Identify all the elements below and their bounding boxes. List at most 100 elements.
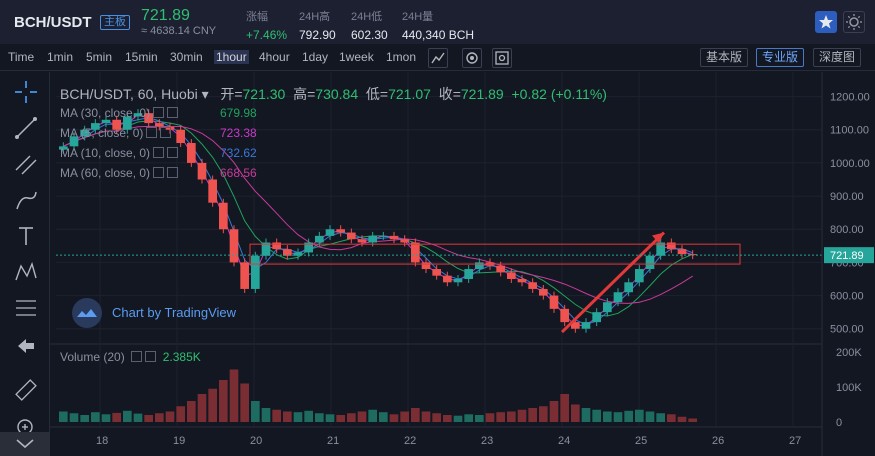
volume-bar [251,401,260,422]
volume-bar [176,406,185,422]
sun-icon [846,14,862,30]
volume-bar [688,418,697,422]
volume-bar [581,408,591,422]
time-tick-label: 23 [481,435,493,447]
interval-1week[interactable]: 1week [339,50,374,64]
candle [219,202,228,230]
volume-bar [272,409,281,422]
candle [389,235,399,240]
ma-60-legend[interactable]: MA (60, close, 0) 668.56 [60,166,257,180]
volume-bar [69,413,79,422]
interval-15min[interactable]: 15min [125,50,158,64]
interval-5min[interactable]: 5min [86,50,113,64]
interval-30min[interactable]: 30min [170,50,203,64]
candle [475,262,484,270]
chart-style-button[interactable] [428,48,448,68]
candle [379,235,388,237]
tradingview-watermark[interactable]: Chart by TradingView [112,305,237,320]
volume-legend[interactable]: Volume (20) 2.385K [60,350,201,364]
time-tick-label: 20 [250,435,262,447]
volume-bar [133,413,143,422]
volume-tick-label: 0 [836,417,842,429]
chevron-down-icon [16,439,34,449]
volume-bar [357,411,367,422]
crosshair-tool[interactable] [12,78,40,106]
interval-4hour[interactable]: 4hour [259,50,290,64]
candle [432,269,441,276]
ruler-tool[interactable] [12,376,40,404]
settings-button[interactable] [462,48,482,68]
chart-canvas[interactable]: 1200.001100.001000.00900.00800.00700.006… [50,72,875,456]
depth-chart-button[interactable]: 深度图 [813,48,862,67]
candle [197,162,207,180]
volume-bar [197,394,207,422]
gear-icon [466,52,478,64]
pair-name: BCH/USDT [14,14,92,31]
channel-tool[interactable] [12,150,40,178]
volume-bar [528,408,537,422]
volume-bar [400,411,409,422]
interval-1min[interactable]: 1min [47,50,74,64]
candle [283,249,292,256]
time-tick-label: 19 [173,435,185,447]
pro-version-button[interactable]: 专业版 [756,48,805,67]
candle [507,272,516,279]
brush-tool[interactable] [12,186,40,214]
interval-1mon[interactable]: 1mon [386,50,417,64]
ma-5-legend[interactable]: MA (5, close, 0) 723.38 [60,126,257,140]
price-axis-bg [822,72,875,456]
star-icon [819,15,833,29]
volume-bar [645,411,655,422]
candle [165,126,175,130]
price-tick-label: 800.00 [830,224,864,236]
candle [251,255,260,289]
volume-bar [283,411,292,422]
candle [613,292,623,303]
price-chart[interactable]: 1200.00 1100.00 1000.00 900.00 800.00 700.00 6… [50,72,875,456]
tradingview-logo-icon [72,298,102,328]
volume-bar [464,414,473,422]
last-price: 721.89 [141,7,190,24]
collapse-toolbar-button[interactable] [0,432,50,456]
theme-toggle-button[interactable] [843,11,865,33]
symbol-label[interactable]: BCH/USDT, 60, Huobi [60,86,198,102]
text-tool[interactable] [12,222,40,250]
back-tool[interactable] [12,332,40,360]
volume-bar [219,380,228,422]
favorite-star-button[interactable] [815,11,837,33]
candle [496,265,505,273]
time-tick-label: 26 [712,435,724,447]
volume-bar [656,413,665,422]
ma-10-legend[interactable]: MA (10, close, 0) 732.62 [60,146,257,160]
fib-tool[interactable] [12,294,40,322]
candle [347,232,356,240]
pattern-icon [15,261,37,281]
candles [59,109,697,333]
candle [560,308,569,323]
interval-1hour[interactable]: 1hour [214,50,249,64]
basic-version-button[interactable]: 基本版 [700,48,749,67]
volume-bars [59,369,697,422]
ma-30-legend[interactable]: MA (30, close, 0) 679.98 [60,106,257,120]
time-tick-label: 24 [558,435,570,447]
annotations [56,231,822,334]
volume-bar [155,413,164,422]
volume-bar [571,404,580,422]
pattern-tool[interactable] [12,258,40,286]
volume-bar [677,416,687,422]
chart-grid [50,72,875,428]
volume-bar [91,412,100,422]
interval-1day[interactable]: 1day [302,50,329,64]
fib-icon [16,300,36,316]
interval-time[interactable]: Time [8,50,35,64]
board-badge[interactable]: 主板 [100,15,130,30]
candle [80,129,89,137]
volume-bar [549,401,559,422]
candle [123,116,132,130]
candle [133,113,143,117]
volume-bar [261,408,271,422]
screenshot-button[interactable] [492,48,512,68]
candle [592,312,601,323]
candle [176,129,185,144]
trendline-tool[interactable] [12,114,40,142]
